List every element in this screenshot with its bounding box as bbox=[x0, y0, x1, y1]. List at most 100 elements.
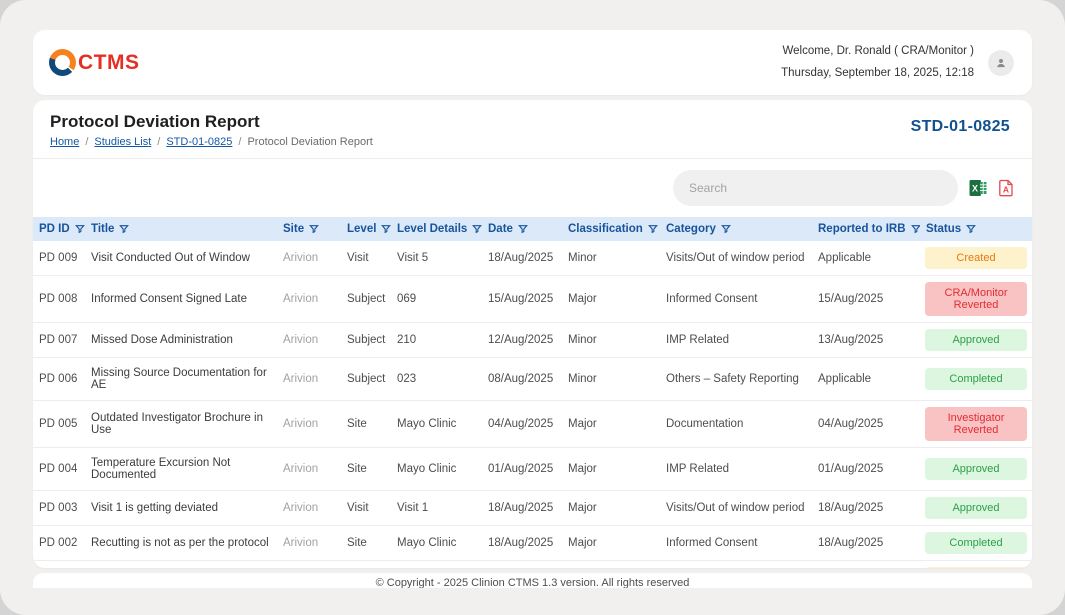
cell-level-details: Mayo Clinic bbox=[391, 447, 482, 491]
page-title: Protocol Deviation Report bbox=[50, 112, 260, 131]
breadcrumb-studies-list-link[interactable]: Studies List bbox=[94, 136, 152, 148]
cell-category: Visits/Out of window period bbox=[660, 490, 812, 526]
cell-level: Subject bbox=[341, 322, 391, 358]
cell-pd-id: PD 002 bbox=[33, 525, 85, 561]
cell-level-details: Visit 5 bbox=[391, 241, 482, 276]
user-avatar-button[interactable] bbox=[988, 49, 1014, 76]
cell-category: IMP Related bbox=[660, 447, 812, 491]
filter-icon[interactable] bbox=[74, 224, 85, 234]
cell-site: Arivion bbox=[277, 357, 341, 401]
cell-date: 18/Aug/2025 bbox=[482, 241, 562, 276]
table-row[interactable]: PD 009 Visit Conducted Out of Window Ari… bbox=[33, 241, 1032, 276]
title-row: Protocol Deviation Report Home / Studies… bbox=[33, 100, 1032, 159]
ctms-logo-icon bbox=[49, 49, 76, 76]
filter-icon[interactable] bbox=[966, 224, 977, 234]
footer-bar: © Copyright - 2025 Clinion CTMS 1.3 vers… bbox=[33, 573, 1032, 588]
filter-icon[interactable] bbox=[119, 224, 130, 234]
cell-date: 18/Aug/2025 bbox=[482, 490, 562, 526]
cell-title: Not Attentending to Visits on time bbox=[85, 560, 277, 568]
cell-status: Completed bbox=[920, 357, 1032, 401]
datetime-text: Thursday, September 18, 2025, 12:18 bbox=[781, 66, 974, 79]
cell-status: Completed bbox=[920, 525, 1032, 561]
cell-level-details: 069 bbox=[391, 275, 482, 323]
cell-level: Subject bbox=[341, 275, 391, 323]
user-session-info: Welcome, Dr. Ronald ( CRA/Monitor ) Thur… bbox=[781, 41, 974, 85]
cell-level: Site bbox=[341, 447, 391, 491]
status-badge: Approved bbox=[925, 458, 1027, 480]
cell-reported-to-irb: 01/Aug/2025 bbox=[812, 447, 920, 491]
cell-date: 12/Aug/2025 bbox=[482, 322, 562, 358]
user-icon bbox=[997, 58, 1005, 67]
filter-icon[interactable] bbox=[517, 224, 528, 234]
export-excel-button[interactable]: X bbox=[969, 179, 987, 197]
cell-classification: Major bbox=[562, 447, 660, 491]
filter-icon[interactable] bbox=[720, 224, 731, 234]
cell-level: Visit bbox=[341, 490, 391, 526]
cell-pd-id: PD 004 bbox=[33, 447, 85, 491]
cell-pd-id: PD 006 bbox=[33, 357, 85, 401]
cell-level-details: Mayo Clinic bbox=[391, 400, 482, 448]
filter-icon[interactable] bbox=[910, 224, 920, 234]
excel-icon: X bbox=[969, 180, 987, 196]
cell-site: Arivion bbox=[277, 400, 341, 448]
breadcrumb: Home / Studies List / STD-01-0825 / Prot… bbox=[50, 136, 373, 148]
cell-title: Temperature Excursion Not Documented bbox=[85, 447, 277, 491]
cell-category: Visits/Out of window period bbox=[660, 560, 812, 568]
table-row[interactable]: PD 001 Not Attentending to Visits on tim… bbox=[33, 560, 1032, 568]
table-row[interactable]: PD 004 Temperature Excursion Not Documen… bbox=[33, 447, 1032, 491]
breadcrumb-study-link[interactable]: STD-01-0825 bbox=[166, 136, 233, 148]
cell-level: Site bbox=[341, 400, 391, 448]
column-header-level: Level bbox=[341, 217, 391, 241]
cell-status: Approved bbox=[920, 447, 1032, 491]
filter-icon[interactable] bbox=[647, 224, 658, 234]
copyright-text: © Copyright - 2025 Clinion CTMS 1.3 vers… bbox=[375, 577, 690, 588]
filter-icon[interactable] bbox=[381, 224, 391, 234]
cell-site: Arivion bbox=[277, 447, 341, 491]
cell-pd-id: PD 007 bbox=[33, 322, 85, 358]
table-row[interactable]: PD 006 Missing Source Documentation for … bbox=[33, 357, 1032, 401]
table-row[interactable]: PD 002 Recutting is not as per the proto… bbox=[33, 525, 1032, 561]
column-header-category: Category bbox=[660, 217, 812, 241]
cell-reported-to-irb: 15/Aug/2025 bbox=[812, 275, 920, 323]
column-header-classification: Classification bbox=[562, 217, 660, 241]
column-header-site: Site bbox=[277, 217, 341, 241]
cell-reported-to-irb: 04/Aug/2025 bbox=[812, 400, 920, 448]
pdf-icon: A bbox=[999, 179, 1013, 197]
cell-reported-to-irb: 13/Aug/2025 bbox=[812, 322, 920, 358]
cell-site: Arivion bbox=[277, 490, 341, 526]
welcome-text: Welcome, Dr. Ronald ( CRA/Monitor ) bbox=[782, 44, 974, 57]
cell-category: Visits/Out of window period bbox=[660, 241, 812, 276]
table-row[interactable]: PD 008 Informed Consent Signed Late Ariv… bbox=[33, 275, 1032, 323]
table-row[interactable]: PD 005 Outdated Investigator Brochure in… bbox=[33, 400, 1032, 448]
table-row[interactable]: PD 007 Missed Dose Administration Arivio… bbox=[33, 322, 1032, 358]
cell-pd-id: PD 005 bbox=[33, 400, 85, 448]
cell-pd-id: PD 001 bbox=[33, 560, 85, 568]
cell-site: Arivion bbox=[277, 560, 341, 568]
column-header-reported-to-irb: Reported to IRB bbox=[812, 217, 920, 241]
cell-reported-to-irb: 14/Aug/2025 bbox=[812, 560, 920, 568]
cell-classification: Minor bbox=[562, 357, 660, 401]
cell-date: 14/Aug/2025 bbox=[482, 560, 562, 568]
search-input[interactable] bbox=[673, 170, 958, 206]
cell-classification: Major bbox=[562, 275, 660, 323]
status-badge: Created bbox=[925, 567, 1027, 568]
ctms-logo[interactable]: CTMS bbox=[49, 49, 140, 76]
status-badge: Approved bbox=[925, 497, 1027, 519]
filter-icon[interactable] bbox=[472, 224, 482, 234]
cell-level: Subject bbox=[341, 560, 391, 568]
cell-level-details: Mayo Clinic bbox=[391, 525, 482, 561]
cell-pd-id: PD 003 bbox=[33, 490, 85, 526]
breadcrumb-home-link[interactable]: Home bbox=[50, 136, 80, 148]
cell-status: Approved bbox=[920, 322, 1032, 358]
breadcrumb-separator: / bbox=[85, 136, 89, 148]
cell-category: Informed Consent bbox=[660, 275, 812, 323]
cell-category: Informed Consent bbox=[660, 525, 812, 561]
cell-reported-to-irb: 18/Aug/2025 bbox=[812, 490, 920, 526]
cell-status: Created bbox=[920, 241, 1032, 276]
cell-level: Subject bbox=[341, 357, 391, 401]
table-row[interactable]: PD 003 Visit 1 is getting deviated Arivi… bbox=[33, 490, 1032, 526]
export-pdf-button[interactable]: A bbox=[998, 179, 1015, 197]
filter-icon[interactable] bbox=[309, 224, 320, 234]
cell-reported-to-irb: Applicable bbox=[812, 241, 920, 276]
cell-category: Documentation bbox=[660, 400, 812, 448]
